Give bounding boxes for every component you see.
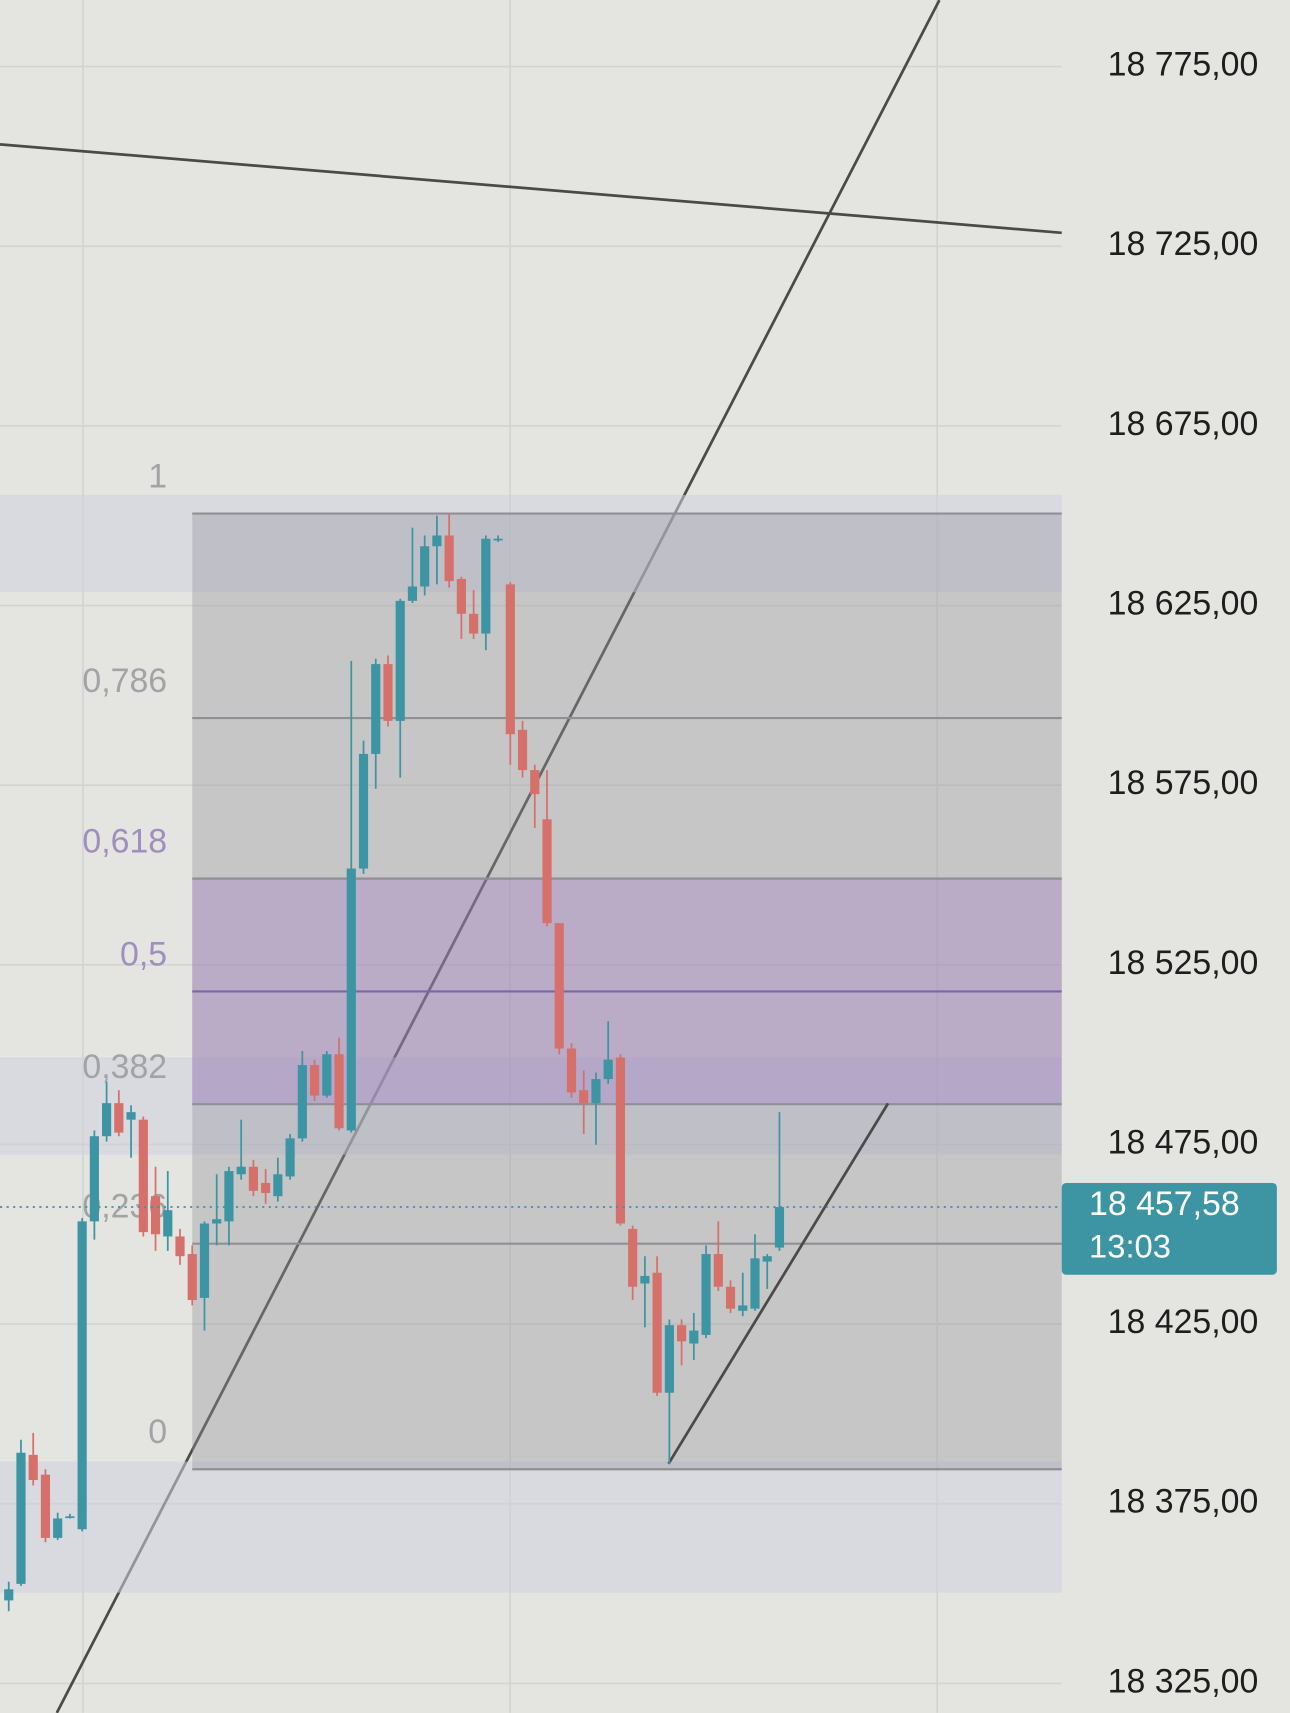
candle-body [615, 1057, 626, 1224]
y-tick-label: 18 725,00 [1108, 225, 1259, 263]
candle-body [530, 770, 540, 795]
zones [0, 494, 1062, 1593]
candle-body [481, 538, 491, 634]
candle-body [420, 546, 430, 587]
candle-body [175, 1236, 185, 1257]
candle-body [261, 1182, 271, 1193]
candles [4, 513, 785, 1612]
price-axis: 18 775,00 18 725,00 18 675,00 18 625,00 18 5… [1108, 46, 1259, 1701]
candle-body [16, 1452, 26, 1584]
candle-body [677, 1325, 687, 1342]
candle-body [163, 1210, 173, 1237]
trend-line [0, 142, 1062, 235]
y-tick-label: 18 325,00 [1108, 1662, 1259, 1700]
candle-body [199, 1223, 210, 1298]
zone-rect [0, 1057, 1062, 1155]
candle-body [505, 584, 515, 735]
candle-body [579, 1090, 589, 1104]
candle-body [77, 1221, 87, 1530]
y-tick-label: 18 625,00 [1108, 584, 1259, 622]
last-price-label: 18 457,58 [1089, 1185, 1240, 1223]
fib-level-label: 0 [148, 1413, 167, 1451]
trend-line [667, 1102, 890, 1465]
candle-body [750, 1258, 760, 1309]
candle-body [334, 1054, 344, 1129]
candle-body [689, 1330, 699, 1344]
candle-body [65, 1516, 75, 1519]
candle-body [126, 1112, 136, 1120]
candle-body [456, 578, 466, 614]
candle-body [358, 753, 369, 869]
candle-body [273, 1174, 283, 1197]
y-tick-label: 18 425,00 [1108, 1303, 1259, 1341]
candle-body [114, 1103, 124, 1133]
candle-body [469, 613, 479, 634]
candle-body [444, 535, 454, 582]
candle-body [640, 1275, 650, 1284]
candle-body [738, 1305, 748, 1311]
zone-rect [0, 494, 1062, 593]
candle-body [774, 1207, 785, 1248]
candle-body [566, 1048, 577, 1093]
candle-body [493, 538, 503, 541]
candle-body [371, 664, 381, 754]
candle-body [383, 664, 393, 721]
fib-level-label: 0,5 [120, 935, 167, 973]
last-price: 13:03 18 457,58 [0, 1183, 1277, 1275]
trend-line [55, 0, 941, 1713]
candle-body [150, 1196, 161, 1235]
fib-level-label: 0,786 [82, 662, 167, 700]
fib-level-label: 0,618 [82, 823, 167, 861]
candle-body [517, 729, 528, 771]
candle-body [542, 819, 552, 924]
last-price-box [1061, 1183, 1277, 1275]
y-tick-label: 18 375,00 [1108, 1483, 1259, 1521]
candle-body [346, 868, 356, 1131]
candle-body [432, 535, 442, 547]
candle-body [187, 1254, 197, 1301]
candle-body [309, 1065, 320, 1096]
candle-body [591, 1079, 601, 1104]
candle-body [4, 1589, 14, 1601]
candle-body [236, 1166, 246, 1175]
zone-rect [0, 1461, 1062, 1593]
candle-body [212, 1219, 222, 1224]
candle-body [652, 1272, 662, 1393]
fib-level-label: 1 [148, 458, 167, 496]
candle-body [664, 1325, 674, 1393]
candle-body [713, 1254, 723, 1287]
candle-body [628, 1228, 638, 1287]
trend-lines [0, 0, 1062, 1713]
candle-body [762, 1256, 772, 1262]
candle-body [138, 1119, 148, 1233]
candle-body [554, 923, 564, 1049]
candle-body [102, 1103, 112, 1137]
candle-body [297, 1065, 307, 1139]
candle-body [40, 1474, 51, 1538]
candle-body [725, 1286, 736, 1309]
candle-body [395, 600, 405, 721]
candle-body [603, 1059, 613, 1080]
candle-body [224, 1171, 234, 1222]
candle-body [248, 1166, 258, 1191]
countdown: 13:03 [1089, 1227, 1171, 1264]
candle-body [322, 1054, 332, 1096]
candle-body [407, 586, 418, 601]
y-tick-label: 18 525,00 [1108, 944, 1259, 982]
y-tick-label: 18 675,00 [1108, 405, 1259, 443]
y-tick-label: 18 775,00 [1108, 46, 1259, 84]
candle-body [89, 1136, 99, 1222]
fib-level-label: 0,382 [82, 1048, 167, 1086]
candle-body [701, 1254, 711, 1335]
y-tick-label: 18 575,00 [1108, 764, 1259, 802]
candle-body [28, 1454, 38, 1481]
y-tick-label: 18 475,00 [1108, 1123, 1259, 1161]
candle-body [53, 1518, 63, 1538]
candle-body [285, 1138, 295, 1177]
